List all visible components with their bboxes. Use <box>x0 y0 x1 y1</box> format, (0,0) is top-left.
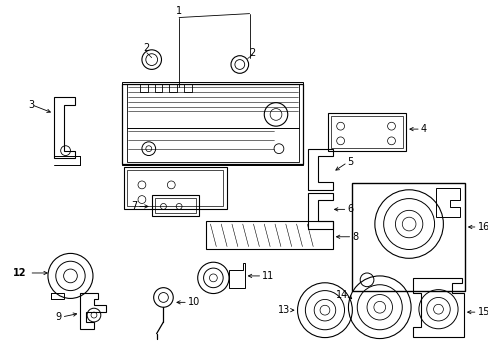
Bar <box>154 198 195 213</box>
Text: 7: 7 <box>130 202 137 211</box>
Bar <box>352 183 464 291</box>
Bar <box>127 128 298 162</box>
Text: 11: 11 <box>262 271 274 281</box>
Text: 5: 5 <box>347 157 353 167</box>
Bar <box>330 116 403 148</box>
Text: 16: 16 <box>477 222 488 232</box>
Text: 15: 15 <box>477 307 488 317</box>
Text: 3: 3 <box>28 100 34 110</box>
Bar <box>127 84 298 128</box>
Text: 9: 9 <box>56 312 61 322</box>
Bar <box>127 170 223 206</box>
Text: 4: 4 <box>420 124 426 134</box>
Text: 1: 1 <box>176 6 182 16</box>
Text: 2: 2 <box>143 43 150 53</box>
Text: 12: 12 <box>13 268 26 278</box>
Bar <box>205 221 332 248</box>
Text: 6: 6 <box>347 204 353 214</box>
Text: 8: 8 <box>352 232 358 242</box>
Bar <box>124 167 226 210</box>
Bar <box>140 84 147 92</box>
Bar <box>122 82 303 165</box>
Bar <box>183 84 191 92</box>
Bar <box>122 84 303 164</box>
Text: 10: 10 <box>187 297 200 307</box>
Bar <box>154 84 162 92</box>
Text: 14: 14 <box>336 291 348 301</box>
Bar <box>327 113 406 150</box>
Bar <box>169 84 177 92</box>
Bar <box>151 195 198 216</box>
Text: 13: 13 <box>277 305 289 315</box>
Text: 2: 2 <box>249 48 255 58</box>
